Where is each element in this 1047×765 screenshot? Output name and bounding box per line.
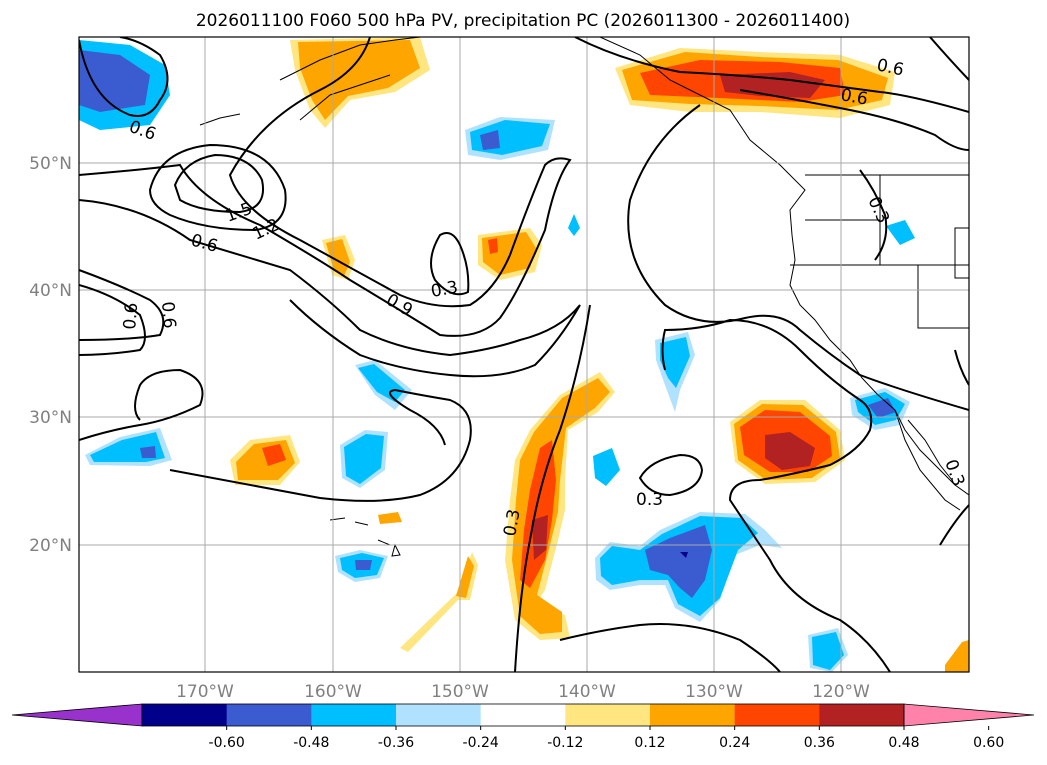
precip-positive-region: [262, 444, 286, 466]
pv-contour: [169, 388, 472, 502]
colorbar-segment: [142, 704, 228, 726]
pv-contour: [574, 37, 969, 113]
colorbar-segment: [396, 704, 482, 726]
colorbar-extend-min: [11, 703, 143, 727]
pv-contour: [739, 89, 969, 151]
islands: [199, 113, 401, 557]
contour-label: 0.6: [157, 301, 179, 330]
baja-coastline: [894, 409, 961, 511]
precip-positive-region: [488, 238, 498, 254]
pv-contour: [430, 232, 470, 296]
colorbar-frame: [141, 703, 905, 727]
contour-label: 0.3: [636, 490, 663, 510]
pv-contour: [79, 37, 169, 117]
pv-contour: [559, 623, 781, 672]
precip-positive-region: [298, 40, 420, 120]
colorbar-segment: [650, 704, 736, 726]
alaska-coastline: [279, 37, 421, 121]
precip-positive-region: [945, 640, 969, 672]
contour-label: 0.6: [839, 85, 869, 109]
pv-contour: [79, 368, 204, 441]
pv-contour: [79, 37, 572, 337]
precip-positive-region: [532, 515, 548, 560]
pv-contour: [79, 199, 581, 378]
contour-label: 0.6: [120, 302, 142, 331]
lon-label: 140°W: [558, 682, 616, 702]
colorbar-tick-label: 0.48: [888, 735, 919, 751]
lon-label: 170°W: [176, 682, 234, 702]
precip-positive-region: [520, 440, 556, 588]
lon-axis: 170°W 160°W 150°W 140°W 130°W 120°W: [176, 682, 870, 702]
state-borders: [790, 175, 969, 329]
pv-contour: [514, 304, 591, 672]
lat-label: 30°N: [29, 408, 72, 428]
precip-shading: [79, 37, 969, 672]
precip-negative-region: [868, 398, 896, 418]
lat-label: 40°N: [29, 281, 72, 301]
colorbar-segment: [311, 704, 397, 726]
colorbar-tick-label: 0.36: [804, 735, 835, 751]
colorbar-tick-label: -0.36: [378, 735, 414, 751]
lat-label: 20°N: [29, 536, 72, 556]
precip-negative-region: [344, 434, 384, 484]
colorbar-segment: [734, 704, 820, 726]
pv-contour: [627, 104, 969, 411]
pv-contour: [79, 269, 165, 341]
colorbar-segment: [480, 704, 566, 726]
contour-label: 0.3: [429, 278, 459, 302]
colorbar-tick-label: 0.60: [973, 735, 1004, 751]
precip-negative-region: [358, 364, 405, 402]
gridlines: [79, 37, 969, 672]
precip-negative-region: [568, 214, 580, 236]
precip-negative-region: [812, 632, 844, 670]
colorbar-tick-label: -0.24: [463, 735, 499, 751]
precip-negative-region: [886, 220, 915, 245]
colorbar-segments: [11, 703, 1035, 727]
precip-negative-region: [680, 552, 688, 558]
pv-contour: [929, 37, 969, 81]
pv-contour: [638, 453, 704, 497]
colorbar-tick-label: 0.24: [719, 735, 750, 751]
pv-contours: [79, 37, 969, 672]
map-panel: 0.6 1.5 1.2 0.6 0.9 0.3 0.6 0.6 0.6 0.6 …: [78, 36, 970, 673]
colorbar-tick-label: 0.12: [634, 735, 665, 751]
lon-label: 120°W: [812, 682, 870, 702]
colorbar-extend-max: [903, 703, 1035, 727]
lat-label: 50°N: [29, 154, 72, 174]
pv-contour: [148, 143, 287, 232]
contour-label: 0.3: [500, 508, 524, 538]
colorbar-segment: [565, 704, 651, 726]
precip-negative-region: [593, 448, 620, 486]
colorbar: -0.60 -0.48 -0.36 -0.24 -0.12 0.12 0.24 0.36 0.4…: [11, 703, 1035, 751]
precip-negative-region: [79, 50, 150, 112]
pv-contour: [79, 284, 146, 356]
north-america-coastline: [599, 37, 969, 496]
coastlines: [199, 37, 969, 557]
colorbar-segment: [819, 704, 905, 726]
lat-axis: 50°N 40°N 30°N 20°N: [29, 154, 72, 556]
precip-positive-region: [378, 512, 402, 524]
colorbar-tick-label: -0.12: [547, 735, 583, 751]
lon-label: 150°W: [431, 682, 489, 702]
colorbar-tick-label: -0.48: [293, 735, 329, 751]
pv-contour: [859, 169, 888, 261]
pv-contour: [939, 504, 969, 546]
lon-label: 160°W: [304, 682, 362, 702]
precip-positive-region: [326, 239, 350, 276]
lon-label: 130°W: [685, 682, 743, 702]
map-frame: [78, 36, 970, 673]
precip-positive-region: [765, 432, 815, 470]
colorbar-tick-label: -0.60: [209, 735, 245, 751]
pv-contour: [954, 349, 969, 386]
precip-negative-region: [645, 525, 712, 598]
colorbar-segment: [226, 704, 312, 726]
precip-negative-region: [480, 130, 500, 150]
figure-title: 2026011100 F060 500 hPa PV, precipitatio…: [196, 11, 850, 31]
pv-contour: [173, 153, 264, 214]
precip-negative-region: [355, 560, 372, 570]
colorbar-ticks: -0.60 -0.48 -0.36 -0.24 -0.12 0.12 0.24 0.36 0.4…: [209, 726, 1004, 751]
precip-negative-region: [140, 446, 156, 458]
precip-negative-region: [660, 337, 690, 388]
